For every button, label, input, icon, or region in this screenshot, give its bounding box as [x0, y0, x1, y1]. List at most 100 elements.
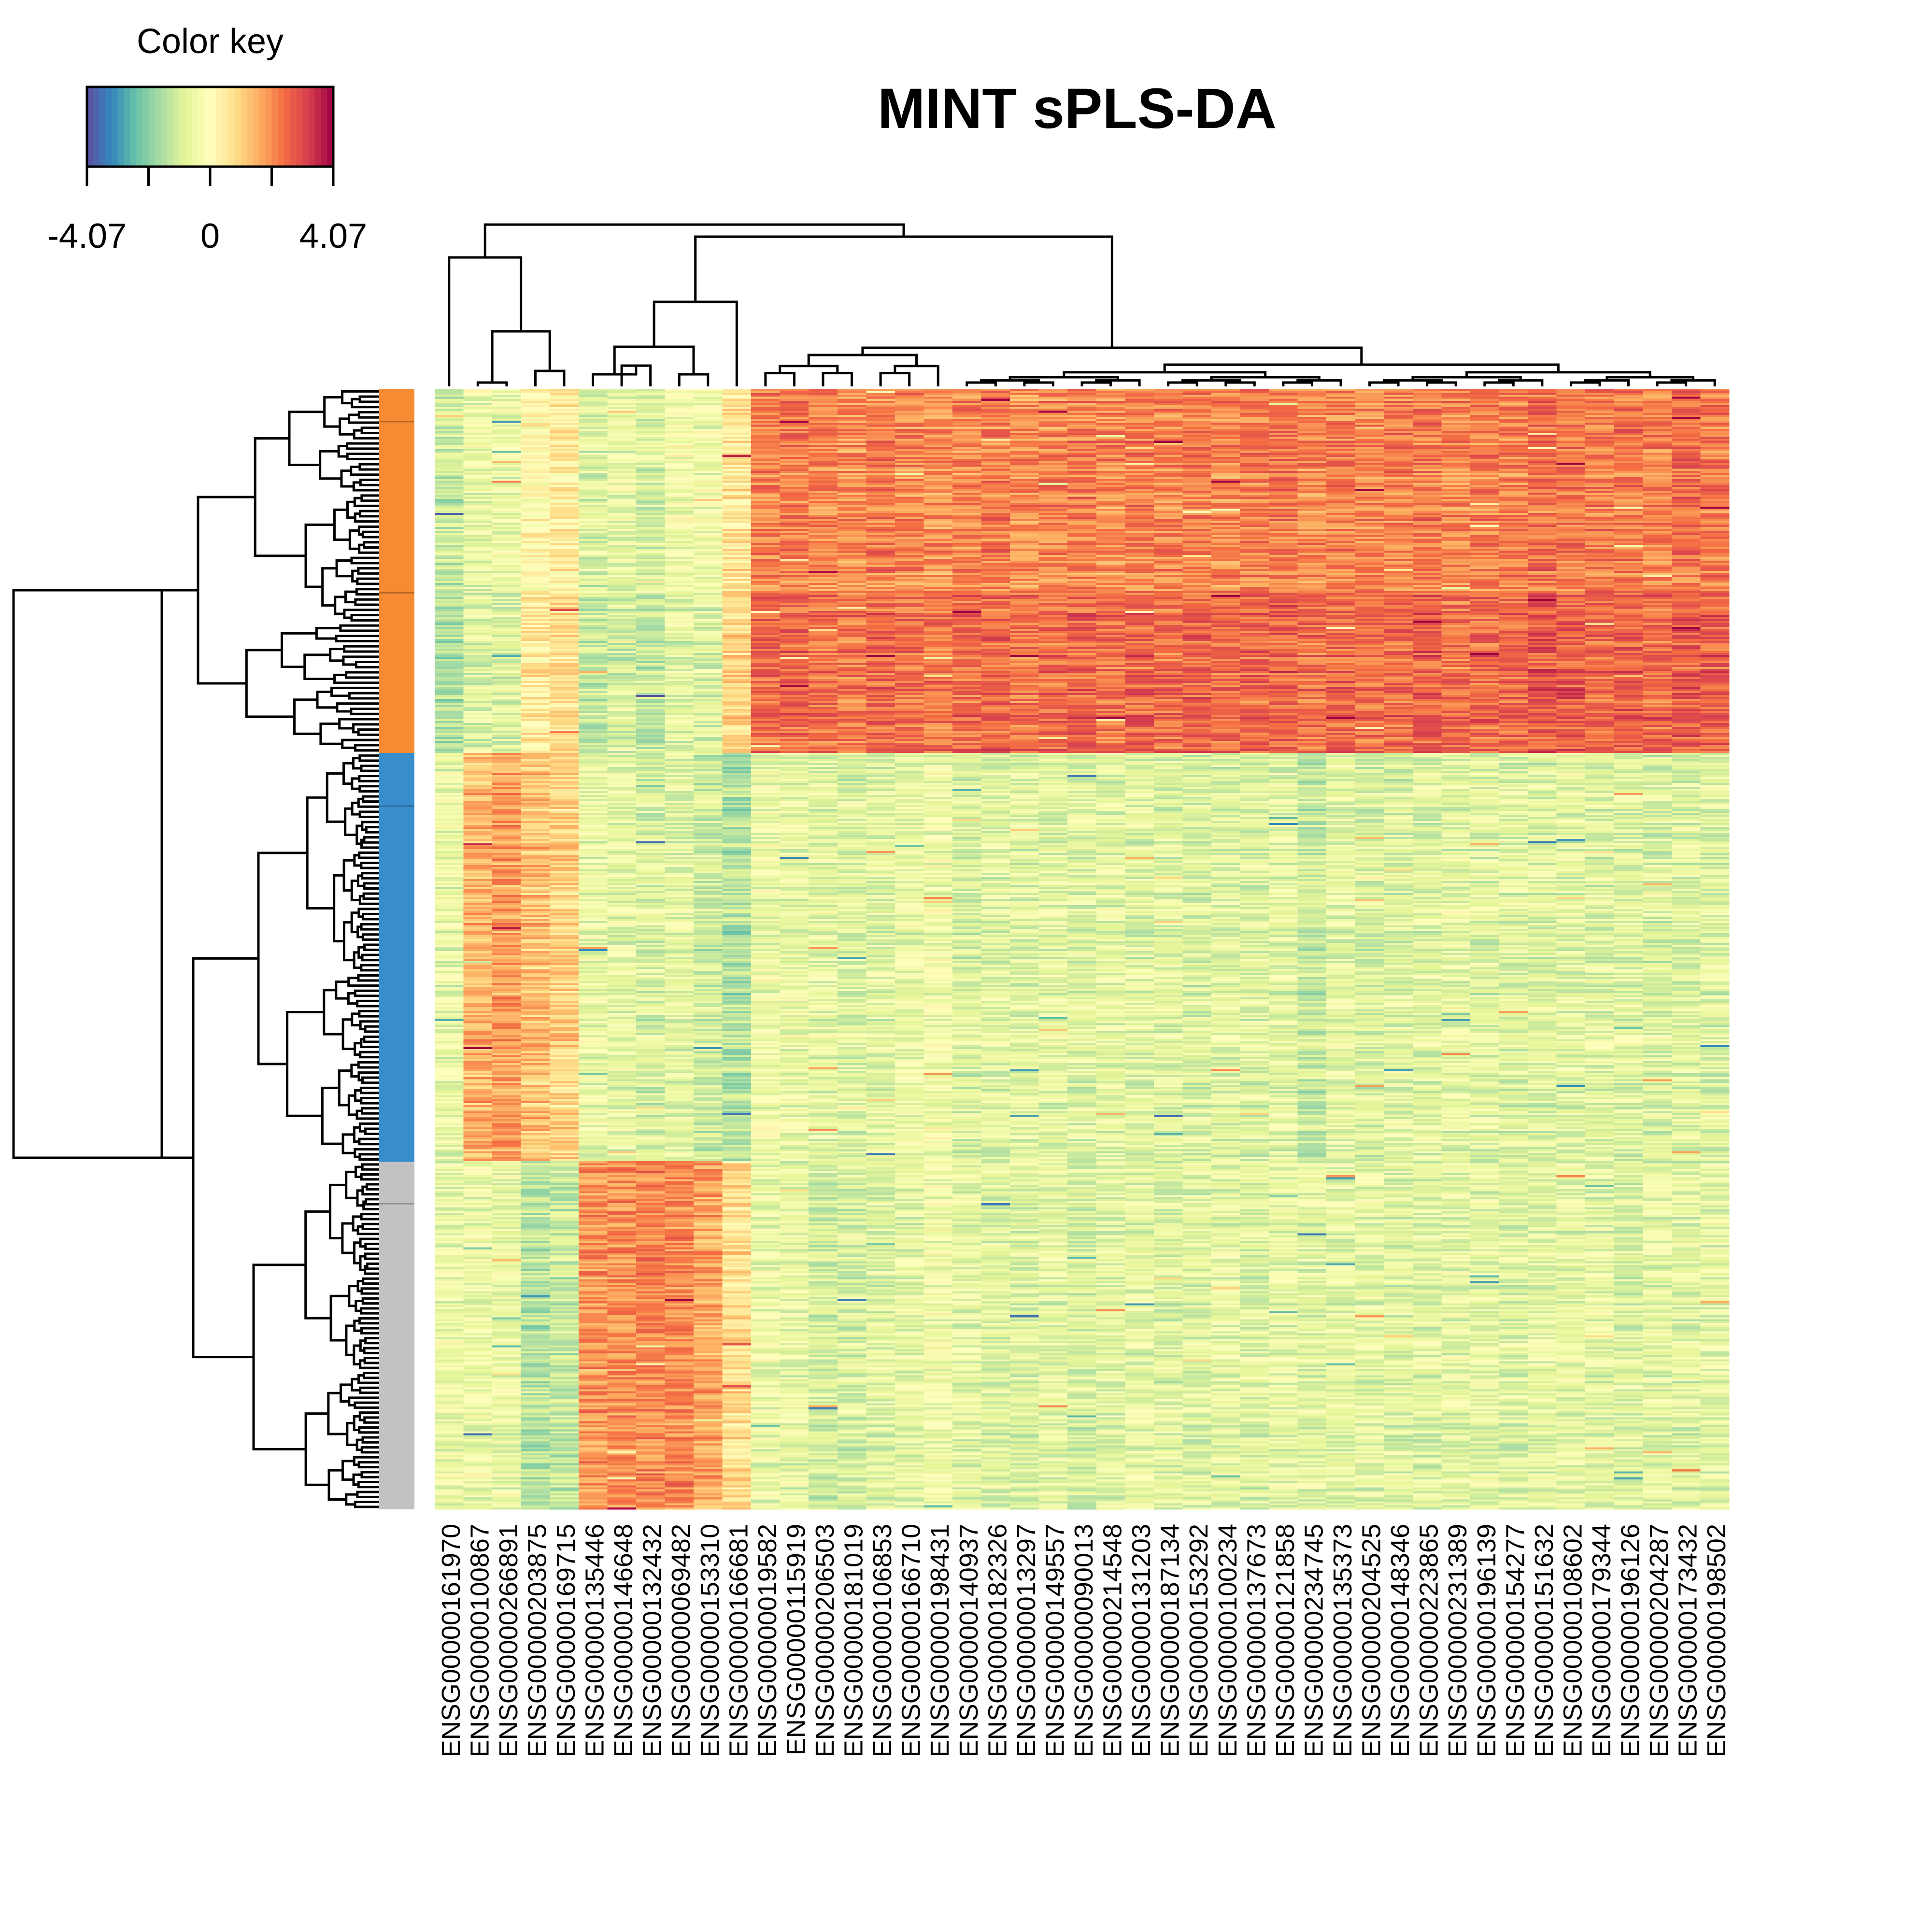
- heatmap-cell: [1067, 551, 1096, 554]
- heatmap-cell: [723, 411, 752, 413]
- color-key-swatch: [167, 87, 173, 167]
- heatmap-cell: [838, 399, 867, 401]
- heatmap-cell: [694, 455, 723, 457]
- heatmap-cell: [1154, 545, 1183, 547]
- heatmap-cell: [1240, 455, 1269, 457]
- heatmap-cell: [1413, 437, 1442, 439]
- color-key-swatch: [192, 87, 198, 167]
- heatmap-cell: [952, 575, 981, 577]
- heatmap-cell: [866, 439, 895, 441]
- heatmap-cell: [1298, 549, 1327, 551]
- heatmap-cell: [981, 535, 1010, 537]
- heatmap-cell: [1039, 417, 1068, 419]
- heatmap-cell: [1182, 513, 1211, 515]
- heatmap-cell: [1326, 505, 1355, 507]
- heatmap-cell: [665, 419, 694, 421]
- heatmap-cell: [1010, 521, 1039, 523]
- heatmap-cell: [1010, 573, 1039, 575]
- heatmap-cell: [1182, 495, 1211, 497]
- heatmap-cell: [1326, 537, 1355, 540]
- heatmap-cell: [1585, 415, 1614, 417]
- heatmap-cell: [1096, 419, 1125, 421]
- heatmap-cell: [751, 555, 780, 557]
- heatmap-cell: [665, 393, 694, 395]
- heatmap-cell: [952, 475, 981, 477]
- heatmap-cell: [952, 433, 981, 435]
- heatmap-cell: [981, 497, 1010, 499]
- heatmap-cell: [1499, 525, 1528, 527]
- heatmap-cell: [1643, 545, 1672, 547]
- heatmap-cell: [1528, 459, 1557, 461]
- heatmap-cell: [1067, 485, 1096, 487]
- heatmap-cell: [1067, 591, 1096, 593]
- heatmap-cell: [1182, 397, 1211, 399]
- heatmap-cell: [1067, 573, 1096, 575]
- heatmap-cell: [1154, 411, 1183, 413]
- heatmap-cell: [492, 481, 521, 483]
- heatmap-cell: [1643, 397, 1672, 399]
- heatmap-cell: [1298, 513, 1327, 515]
- heatmap-cell: [550, 539, 579, 541]
- heatmap-cell: [1298, 447, 1327, 449]
- heatmap-cell: [751, 511, 780, 513]
- heatmap-cell: [1557, 401, 1586, 403]
- heatmap-cell: [1614, 459, 1643, 461]
- heatmap-cell: [809, 439, 838, 441]
- heatmap-cell: [809, 503, 838, 505]
- heatmap-cell: [1672, 469, 1701, 471]
- heatmap-cell: [1700, 437, 1729, 439]
- heatmap-cell: [1211, 407, 1240, 409]
- row-group-color-bar: [379, 389, 414, 1509]
- heatmap-cell: [1240, 445, 1269, 447]
- heatmap-cell: [1700, 497, 1729, 499]
- heatmap-cell: [1154, 593, 1183, 596]
- heatmap-cell: [1355, 547, 1384, 549]
- heatmap-cell: [981, 465, 1010, 467]
- heatmap-cell: [723, 391, 752, 393]
- heatmap-cell: [952, 515, 981, 517]
- heatmap-cell: [1269, 441, 1298, 443]
- heatmap-cell: [1585, 567, 1614, 569]
- heatmap-cell: [1614, 511, 1643, 513]
- heatmap-cell: [1326, 579, 1355, 582]
- heatmap-cell: [1384, 477, 1413, 479]
- heatmap-cell: [1700, 479, 1729, 481]
- heatmap-cell: [1039, 437, 1068, 439]
- heatmap-cell: [1211, 443, 1240, 445]
- heatmap-cell: [694, 575, 723, 577]
- heatmap-cell: [1096, 551, 1125, 554]
- heatmap-cell: [521, 589, 550, 591]
- heatmap-cell: [694, 595, 723, 597]
- heatmap-cell: [866, 523, 895, 526]
- heatmap-cell: [492, 467, 521, 469]
- heatmap-cell: [1441, 501, 1470, 503]
- heatmap-cell: [1067, 521, 1096, 523]
- heatmap-cell: [1211, 539, 1240, 541]
- heatmap-cell: [1010, 537, 1039, 540]
- heatmap-cell: [1182, 493, 1211, 495]
- heatmap-cell: [1154, 491, 1183, 493]
- heatmap-cell: [1700, 557, 1729, 559]
- heatmap-cell: [1643, 461, 1672, 463]
- heatmap-cell: [1528, 545, 1557, 547]
- heatmap-cell: [1298, 427, 1327, 429]
- heatmap-cell: [694, 573, 723, 575]
- heatmap-cell: [780, 491, 809, 493]
- heatmap-cell: [694, 469, 723, 471]
- heatmap-cell: [665, 429, 694, 431]
- heatmap-cell: [1614, 525, 1643, 527]
- heatmap-cell: [1528, 477, 1557, 479]
- heatmap-cell: [1672, 547, 1701, 549]
- heatmap-cell: [550, 541, 579, 543]
- heatmap-cell: [1039, 529, 1068, 531]
- heatmap-cell: [550, 467, 579, 469]
- heatmap-cell: [1240, 453, 1269, 455]
- heatmap-cell: [607, 579, 636, 582]
- heatmap-cell: [550, 563, 579, 565]
- heatmap-cell: [952, 427, 981, 429]
- heatmap-cell: [1039, 413, 1068, 415]
- heatmap-cell: [723, 577, 752, 579]
- heatmap-cell: [579, 469, 608, 471]
- heatmap-cell: [521, 465, 550, 467]
- heatmap-cell: [1240, 495, 1269, 497]
